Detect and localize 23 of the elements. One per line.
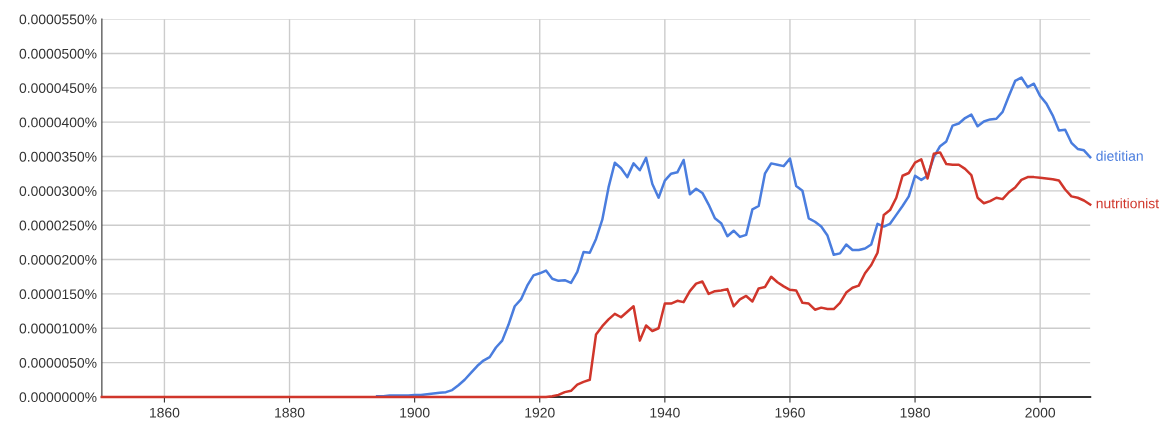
x-tick-label: 2000 xyxy=(1025,407,1056,418)
x-tick-label: 1980 xyxy=(900,407,930,418)
x-tick-label: 1920 xyxy=(525,407,555,418)
x-tick-label: 1860 xyxy=(150,407,180,418)
y-tick-label: 0.0000250% xyxy=(19,220,97,231)
y-tick-label: 0.0000500% xyxy=(19,48,97,59)
y-tick-label: 0.0000200% xyxy=(19,254,97,265)
y-tick-label: 0.0000350% xyxy=(19,151,97,162)
y-tick-label: 0.0000050% xyxy=(19,357,97,368)
x-tick-label: 1960 xyxy=(775,407,805,418)
x-tick-label: 1900 xyxy=(400,407,430,418)
x-tick-label: 1940 xyxy=(650,407,680,418)
y-tick-label: 0.0000400% xyxy=(19,117,97,128)
series-label: dietitian xyxy=(1096,150,1143,161)
x-tick-label: 1880 xyxy=(275,407,305,418)
series-label: nutritionist xyxy=(1096,198,1159,209)
line-series xyxy=(375,76,1092,398)
y-tick-label: 0.0000000% xyxy=(19,392,97,403)
y-tick-label: 0.0000100% xyxy=(19,323,97,334)
y-tick-label: 0.0000150% xyxy=(19,289,97,300)
y-tick-label: 0.0000550% xyxy=(19,14,97,25)
y-tick-label: 0.0000300% xyxy=(19,186,97,197)
y-tick-label: 0.0000450% xyxy=(19,83,97,93)
